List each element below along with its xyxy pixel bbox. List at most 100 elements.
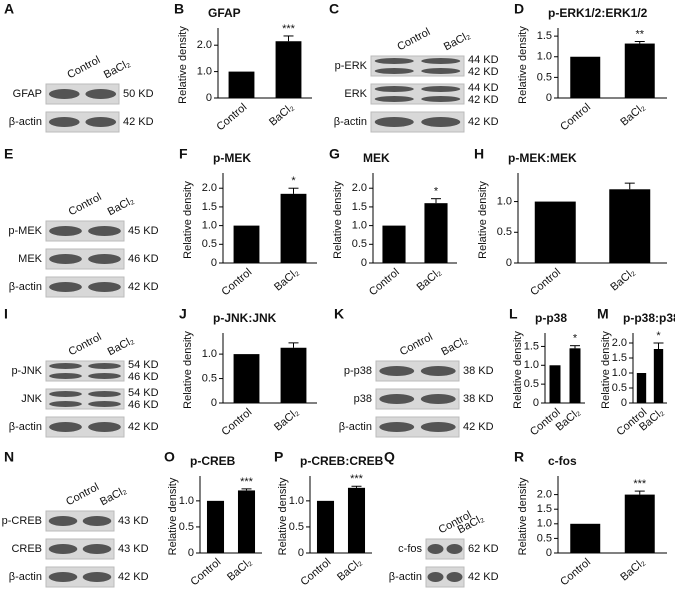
size-label: 42 KD (468, 94, 499, 106)
chart-title: p-MEK:MEK (508, 151, 577, 165)
row-label: CREB (11, 543, 42, 555)
y-axis-label: Relative density (167, 477, 179, 555)
row-label: GFAP (13, 88, 42, 100)
chart-title: p-CREB:CREB (300, 454, 384, 468)
panel-letter: B (174, 1, 184, 17)
lane-label: BaCl₂ (439, 334, 469, 358)
y-axis-label: Relative density (517, 477, 529, 555)
y-tick-label: 1.0 (524, 359, 539, 371)
chart-title: p-ERK1/2:ERK1/2 (548, 6, 648, 20)
x-tick-label: Control (298, 556, 333, 588)
band (49, 401, 82, 407)
y-tick-label: 0 (546, 547, 552, 559)
y-tick-label: 0.5 (497, 226, 512, 238)
row-label: β-actin (9, 116, 42, 128)
band (88, 282, 121, 292)
band (85, 117, 117, 127)
bar (316, 500, 335, 553)
bar (569, 348, 581, 403)
band (374, 86, 414, 92)
y-tick-label: 0 (298, 547, 304, 559)
size-label: 46 KD (128, 253, 159, 265)
x-tick-label: Control (528, 266, 563, 298)
bar (237, 490, 256, 553)
row-label: JNK (21, 393, 42, 405)
band (88, 254, 121, 264)
y-tick-label: 0 (211, 397, 217, 409)
row-label: ERK (344, 88, 367, 100)
size-label: 43 KD (118, 543, 149, 555)
y-axis-label: Relative density (277, 477, 289, 555)
bar (275, 41, 302, 98)
lane-label: Control (395, 26, 432, 53)
row-label: p38 (354, 393, 372, 405)
y-tick-label: 1.5 (202, 201, 217, 213)
bar (233, 225, 260, 263)
significance: * (291, 175, 296, 187)
bar (636, 373, 647, 403)
y-tick-label: 1.0 (352, 220, 367, 232)
band (49, 226, 82, 236)
bar (570, 523, 601, 553)
panel-letter: Q (384, 449, 395, 465)
band (48, 572, 78, 582)
size-label: 54 KD (128, 387, 159, 399)
x-tick-label: Control (214, 101, 249, 133)
y-axis-label: Relative density (177, 26, 189, 104)
band (421, 117, 461, 127)
band (48, 544, 78, 554)
size-label: 43 KD (118, 515, 149, 527)
x-tick-label: Control (188, 556, 223, 588)
size-label: 54 KD (128, 359, 159, 371)
x-tick-label: BaCl₂ (335, 556, 364, 583)
x-tick-label: BaCl₂ (608, 266, 637, 293)
panel-letter: J (179, 306, 187, 322)
size-label: 50 KD (123, 88, 154, 100)
y-tick-label: 0 (533, 397, 539, 409)
panel-letter: D (514, 1, 524, 17)
band (446, 572, 463, 582)
size-label: 42 KD (468, 571, 499, 583)
band (427, 544, 444, 554)
band (88, 401, 121, 407)
y-tick-label: 0.5 (179, 521, 194, 533)
lane-label: BaCl₂ (98, 484, 128, 508)
significance: *** (240, 476, 254, 488)
band (49, 254, 82, 264)
bar (382, 225, 406, 263)
significance: ** (635, 28, 644, 40)
size-label: 42 KD (128, 281, 159, 293)
row-label: β-actin (9, 281, 42, 293)
y-tick-label: 1.0 (612, 367, 627, 379)
band (374, 96, 414, 102)
y-tick-label: 1.5 (537, 30, 552, 42)
bar (424, 203, 448, 263)
y-tick-label: 0.5 (202, 238, 217, 250)
y-tick-label: 0 (546, 92, 552, 104)
band (48, 89, 80, 99)
y-tick-label: 0 (506, 257, 512, 269)
panel-letter: C (329, 1, 339, 17)
band (88, 422, 121, 432)
row-label: p-CREB (2, 515, 42, 527)
chart-title: c-fos (548, 454, 577, 468)
x-tick-label: BaCl₂ (618, 101, 647, 128)
bar (570, 56, 601, 98)
band (446, 544, 463, 554)
size-label: 44 KD (468, 82, 499, 94)
chart-title: p-JNK:JNK (213, 311, 277, 325)
y-tick-label: 0 (211, 257, 217, 269)
panel-letter: R (514, 449, 524, 465)
band (374, 68, 414, 74)
y-tick-label: 0 (361, 257, 367, 269)
bar (233, 354, 260, 403)
band (427, 572, 444, 582)
size-label: 38 KD (463, 365, 494, 377)
band (421, 68, 461, 74)
lane-label: Control (398, 331, 435, 358)
size-label: 46 KD (128, 399, 159, 411)
bar (624, 494, 655, 553)
bar (653, 349, 664, 403)
